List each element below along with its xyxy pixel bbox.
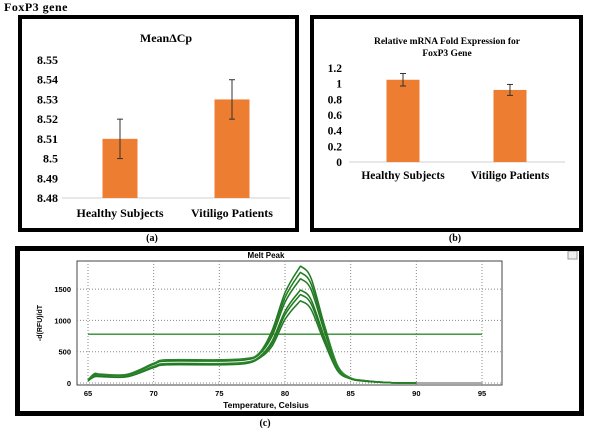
expand-icon bbox=[567, 250, 578, 260]
x-category-label: Healthy Subjects bbox=[361, 170, 445, 182]
figure-title: FoxP3 gene bbox=[4, 0, 68, 14]
y-axis-label: -d(RFU)/dT bbox=[37, 304, 44, 341]
x-category-label: Vitiligo Patients bbox=[471, 170, 550, 182]
x-tick-label: 70 bbox=[149, 389, 157, 398]
y-tick-label: 0 bbox=[67, 379, 71, 388]
y-tick-label: 1 bbox=[336, 79, 342, 91]
y-tick-label: 0.8 bbox=[328, 94, 343, 106]
y-tick-label: 0.6 bbox=[328, 110, 343, 122]
chart-a: MeanΔCp 8.48 8.49 8.5 8.51 8.52 8.53 8.54 8.55 He… bbox=[37, 31, 290, 220]
x-category-label: Healthy Subjects bbox=[77, 206, 164, 220]
x-axis-label: Temperature, Celsius bbox=[223, 400, 309, 410]
y-tick-label: 500 bbox=[58, 348, 71, 357]
y-tick-label: 8.52 bbox=[37, 112, 58, 126]
y-tick-label: 8.48 bbox=[37, 191, 58, 205]
y-tick-label: 8.51 bbox=[37, 132, 58, 146]
plot-frame bbox=[76, 260, 503, 386]
caption-b: (b) bbox=[448, 233, 462, 244]
x-tick-label: 80 bbox=[281, 389, 289, 398]
x-tick-label: 85 bbox=[346, 389, 354, 398]
panel-a: MeanΔCp 8.48 8.49 8.5 8.51 8.52 8.53 8.54 8.55 He… bbox=[18, 15, 299, 232]
y-tick-label: 1000 bbox=[54, 316, 71, 325]
panel-b: Relative mRNA Fold Expression for FoxP3 G… bbox=[310, 15, 583, 232]
y-tick-label: 0.2 bbox=[328, 141, 343, 153]
y-tick-label: 8.5 bbox=[43, 152, 58, 166]
x-tick-label: 90 bbox=[412, 389, 420, 398]
y-tick-label: 1.2 bbox=[328, 63, 343, 75]
chart-title: MeanΔCp bbox=[140, 31, 193, 45]
chart-c: Melt Peak 65 70 75 80 85 90 95 0 500 1000 1500 Tempe… bbox=[20, 250, 579, 411]
y-tick-label: 0 bbox=[336, 157, 342, 169]
panel-c: Melt Peak 65 70 75 80 85 90 95 0 500 1000 1500 Tempe… bbox=[15, 246, 584, 416]
chart-title: Melt Peak bbox=[248, 251, 285, 260]
chart-title-line2: FoxP3 Gene bbox=[422, 49, 471, 59]
y-tick-label: 8.53 bbox=[37, 92, 58, 106]
y-tick-label: 0.4 bbox=[328, 126, 343, 138]
bar bbox=[386, 79, 420, 162]
y-tick-label: 1500 bbox=[54, 285, 71, 294]
y-tick-label: 8.54 bbox=[37, 73, 58, 87]
chart-b: Relative mRNA Fold Expression for FoxP3 G… bbox=[328, 37, 565, 182]
bar bbox=[493, 89, 527, 162]
y-tick-label: 8.49 bbox=[37, 171, 58, 185]
y-tick-label: 8.55 bbox=[37, 53, 58, 67]
x-tick-label: 75 bbox=[215, 389, 223, 398]
chart-background bbox=[20, 251, 579, 411]
x-category-label: Vitiligo Patients bbox=[191, 206, 273, 220]
chart-title: Relative mRNA Fold Expression for bbox=[374, 37, 521, 47]
x-tick-label: 65 bbox=[84, 389, 92, 398]
caption-c: (c) bbox=[259, 418, 271, 429]
caption-a: (a) bbox=[146, 233, 158, 244]
x-tick-label: 95 bbox=[478, 389, 486, 398]
melt-curve-edge bbox=[87, 300, 417, 384]
